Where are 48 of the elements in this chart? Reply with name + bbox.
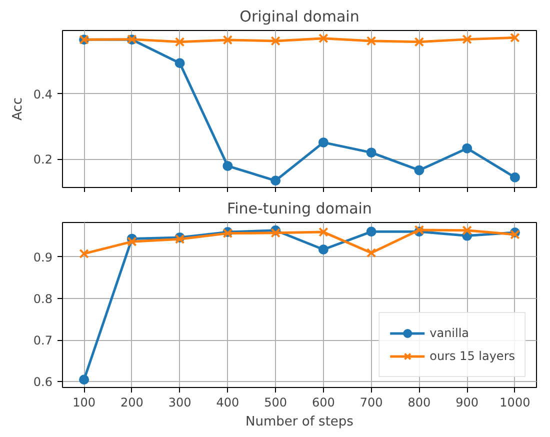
- point: [318, 244, 328, 255]
- legend-label: vanilla: [430, 326, 470, 340]
- x-tick-label: 200: [120, 396, 144, 410]
- point: [510, 172, 520, 182]
- point: [318, 33, 328, 44]
- point: [174, 37, 185, 47]
- x-tick-label: 400: [216, 396, 240, 410]
- point: [414, 37, 424, 47]
- point: [510, 230, 520, 240]
- point: [270, 176, 281, 186]
- point: [510, 32, 520, 43]
- point: [462, 34, 472, 44]
- y-tick-label: 0.6: [33, 375, 53, 390]
- point: [414, 165, 424, 176]
- point: [174, 58, 185, 68]
- x-tick-label: 900: [456, 396, 479, 410]
- x-tick-label: 100: [72, 396, 96, 410]
- point: [318, 227, 328, 237]
- point: [79, 374, 90, 385]
- point: [366, 148, 376, 158]
- point: [318, 137, 328, 148]
- x-tick-label: 800: [408, 396, 431, 410]
- y-axis-title: Acc: [10, 98, 26, 120]
- chart-title: Fine-tuning domain: [227, 200, 372, 218]
- y-tick-label: 0.4: [33, 87, 53, 102]
- y-tick-label: 0.2: [33, 152, 53, 167]
- chart-title: Original domain: [240, 8, 360, 26]
- point: [366, 226, 376, 237]
- point: [222, 160, 233, 171]
- point: [270, 228, 280, 238]
- x-tick-label: 500: [264, 396, 288, 410]
- legend-label: ours 15 layers: [430, 349, 515, 363]
- point: [222, 35, 233, 45]
- y-tick-label: 0.9: [33, 250, 53, 264]
- point: [79, 248, 89, 259]
- x-tick-label: 600: [312, 396, 335, 410]
- point: [462, 226, 472, 236]
- y-tick-label: 0.8: [33, 292, 53, 306]
- point: [127, 236, 137, 247]
- x-tick-label: 700: [360, 396, 383, 410]
- y-tick-label: 0.7: [33, 334, 53, 348]
- x-tick-label: 1000: [500, 396, 530, 410]
- point: [366, 36, 376, 46]
- point: [270, 36, 280, 46]
- x-tick-label: 300: [168, 396, 192, 410]
- point: [366, 248, 376, 258]
- x-axis-title: Number of steps: [246, 414, 354, 430]
- point: [462, 143, 472, 154]
